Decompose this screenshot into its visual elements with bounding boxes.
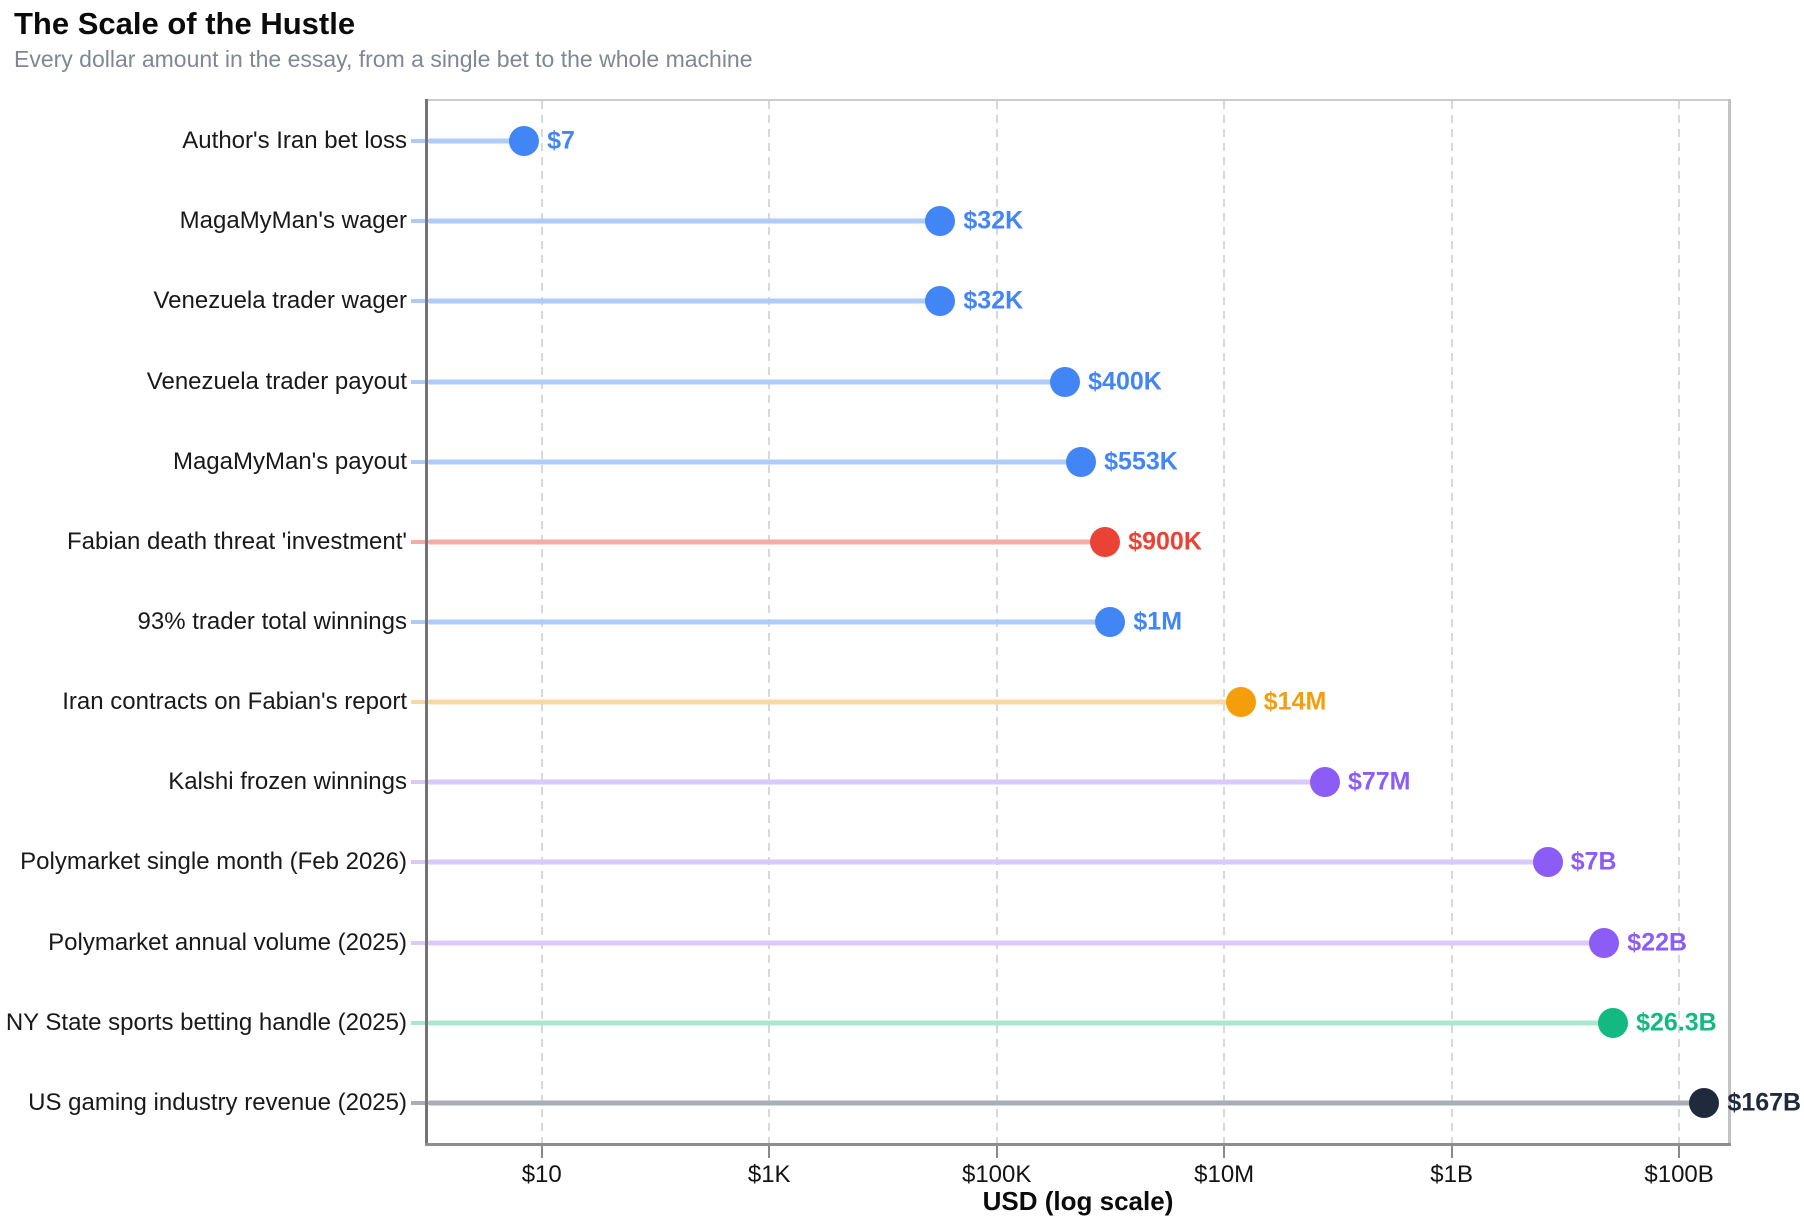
y-tick-mark: [411, 860, 425, 865]
lollipop-stem: [428, 218, 941, 224]
category-label: Venezuela trader payout: [146, 367, 407, 395]
value-label: $77M: [1347, 767, 1411, 796]
plot-spine-right: [1728, 99, 1731, 1146]
y-tick-mark: [411, 379, 425, 384]
plot-spine-bottom: [425, 1143, 1731, 1146]
lollipop-stem: [428, 859, 1548, 865]
lollipop-dot: [1090, 526, 1121, 557]
y-tick-mark: [411, 620, 425, 624]
value-label: $14M: [1263, 687, 1327, 716]
value-label: $1M: [1133, 607, 1183, 636]
chart-subtitle: Every dollar amount in the essay, from a…: [14, 46, 753, 72]
plot-area: Author's Iran bet loss $7 MagaMyMan's wage…: [6, 99, 1801, 1216]
x-tick-label: $10M: [1194, 1161, 1255, 1188]
gridline-$10M: [1223, 101, 1226, 1143]
y-tick-mark: [411, 459, 425, 464]
x-tick-mark: [1450, 1146, 1453, 1158]
category-label: MagaMyMan's wager: [179, 207, 407, 235]
y-tick-mark: [411, 940, 425, 945]
lollipop-dot: [1309, 767, 1340, 798]
value-label: $26.3B: [1636, 1008, 1717, 1037]
x-tick-label: $1B: [1430, 1161, 1473, 1188]
category-label: Fabian death threat 'investment': [66, 527, 407, 555]
x-tick-mark: [1223, 1146, 1226, 1158]
lollipop-dot: [1050, 366, 1081, 397]
value-label: $167B: [1727, 1088, 1802, 1117]
x-tick-label: $1K: [747, 1161, 791, 1188]
value-label: $32K: [963, 206, 1024, 235]
value-label: $553K: [1104, 447, 1178, 476]
value-label: $400K: [1088, 367, 1162, 396]
y-tick-mark: [411, 1100, 425, 1105]
lollipop-stem: [428, 298, 941, 304]
lollipop-dot: [1589, 927, 1620, 958]
x-tick-label: $100B: [1644, 1161, 1714, 1188]
lollipop-stem: [428, 138, 525, 144]
category-label: Polymarket single month (Feb 2026): [20, 848, 407, 876]
value-label: $22B: [1627, 928, 1688, 957]
y-tick-mark: [411, 780, 425, 785]
category-label: Kalshi frozen winnings: [168, 768, 407, 796]
y-tick-mark: [411, 700, 425, 705]
chart-title: The Scale of the Hustle: [14, 6, 356, 41]
value-label: $7B: [1570, 847, 1617, 876]
y-tick-mark: [411, 539, 425, 544]
x-tick-mark: [768, 1146, 771, 1158]
lollipop-dot: [509, 126, 540, 157]
lollipop-dot: [1598, 1007, 1629, 1038]
plot-spine-top: [425, 99, 1731, 101]
category-label: MagaMyMan's payout: [172, 447, 407, 475]
lollipop-stem: [428, 379, 1066, 385]
x-tick-mark: [1678, 1146, 1681, 1158]
x-tick-mark: [995, 1146, 998, 1158]
lollipop-dot: [1066, 446, 1097, 477]
value-label: $32K: [963, 286, 1024, 315]
x-tick-label: $100K: [961, 1161, 1032, 1188]
lollipop-stem: [428, 1020, 1614, 1026]
category-label: Author's Iran bet loss: [182, 127, 407, 155]
lollipop-stem: [428, 699, 1241, 705]
gridline-$1B: [1450, 101, 1453, 1143]
category-label: US gaming industry revenue (2025): [28, 1088, 407, 1116]
category-label: Iran contracts on Fabian's report: [62, 688, 407, 716]
lollipop-dot: [1532, 847, 1563, 878]
x-axis-title: USD (log scale): [982, 1186, 1174, 1216]
value-label: $900K: [1128, 527, 1202, 556]
x-tick-mark: [540, 1146, 543, 1158]
lollipop-dot: [925, 286, 956, 317]
lollipop-stem: [428, 539, 1106, 545]
category-label: Venezuela trader wager: [153, 287, 408, 315]
lollipop-stem: [428, 459, 1082, 465]
lollipop-dot: [1689, 1087, 1720, 1118]
y-tick-mark: [411, 1020, 425, 1025]
y-tick-mark: [411, 139, 425, 144]
category-label: Polymarket annual volume (2025): [48, 928, 407, 956]
lollipop-dot: [1225, 687, 1256, 718]
category-label: NY State sports betting handle (2025): [5, 1008, 407, 1036]
y-tick-mark: [411, 299, 425, 304]
y-tick-mark: [411, 219, 425, 224]
value-label: $7: [547, 126, 575, 155]
lollipop-dot: [925, 206, 956, 237]
lollipop-stem: [428, 1100, 1705, 1106]
plot-spine-left: [425, 99, 428, 1146]
category-label: 93% trader total winnings: [137, 608, 407, 635]
x-tick-label: $10: [521, 1161, 562, 1188]
lollipop-stem: [428, 779, 1325, 785]
gridline-$100B: [1678, 101, 1681, 1143]
lollipop-stem: [428, 619, 1111, 625]
lollipop-dot: [1095, 607, 1126, 637]
lollipop-stem: [428, 940, 1605, 946]
